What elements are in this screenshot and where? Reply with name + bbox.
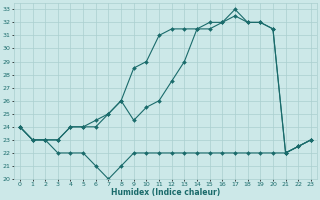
X-axis label: Humidex (Indice chaleur): Humidex (Indice chaleur) — [111, 188, 220, 197]
